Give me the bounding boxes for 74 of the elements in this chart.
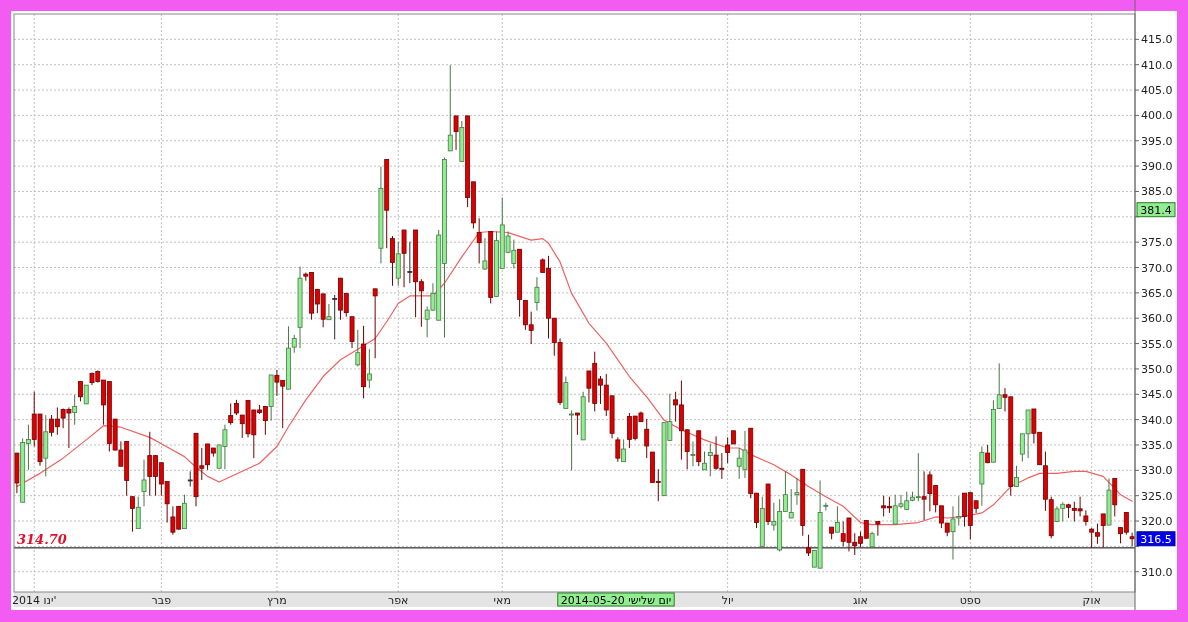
y-tick-label: 415.0 <box>1141 33 1173 47</box>
candlestick <box>130 496 135 533</box>
annotation: 381.4 <box>1140 203 1172 217</box>
candlestick <box>83 384 89 405</box>
y-tick-label: 400.0 <box>1141 109 1173 123</box>
candlestick <box>141 459 147 507</box>
candlestick <box>569 409 575 471</box>
candlestick <box>482 237 488 271</box>
y-tick-label: 385.0 <box>1141 185 1173 199</box>
x-tick-label: 2014 ינו' <box>12 594 57 607</box>
x-tick-label: פבר <box>151 594 172 607</box>
candlestick <box>407 241 413 284</box>
y-tick-label: 355.0 <box>1141 337 1173 351</box>
candlestick <box>390 235 395 287</box>
candlestick <box>228 402 234 426</box>
y-tick-label: 325.0 <box>1141 489 1173 503</box>
y-tick-label: 340.0 <box>1141 413 1173 427</box>
x-tick-label: אפר <box>388 594 409 607</box>
candlestick <box>372 288 378 359</box>
x-tick-label: מאי <box>493 594 511 607</box>
candlestick <box>707 442 713 477</box>
line-series <box>16 230 1133 526</box>
y-tick-label: 405.0 <box>1141 84 1173 98</box>
y-tick-label: 350.0 <box>1141 362 1173 376</box>
candlestick <box>78 381 83 402</box>
candlestick <box>621 438 627 463</box>
candlestick <box>690 440 696 467</box>
text: 2014-05-20 יום שלישי <box>560 594 672 607</box>
y-tick-label: 335.0 <box>1141 438 1173 452</box>
candlestick <box>355 329 361 367</box>
y-tick-label: 330.0 <box>1141 464 1173 478</box>
ref-line-label: 314.70 <box>17 531 67 547</box>
candlestick <box>135 496 141 530</box>
y-tick-label: 320.0 <box>1141 515 1173 529</box>
candlestick <box>834 505 840 533</box>
x-tick-label: מרץ <box>267 594 287 607</box>
candlestick <box>875 521 881 537</box>
y-tick-label: 365.0 <box>1141 286 1173 300</box>
y-tick-label: 370.0 <box>1141 261 1173 275</box>
y-tick-label: 390.0 <box>1141 160 1173 174</box>
candlestick <box>72 394 78 426</box>
candlestick <box>453 115 459 151</box>
candlestick <box>1083 509 1089 527</box>
candlestick <box>326 303 332 321</box>
candlestick <box>332 294 338 341</box>
y-tick-label: 395.0 <box>1141 134 1173 148</box>
candlestick <box>401 229 407 288</box>
y-tick-label: 360.0 <box>1141 312 1173 326</box>
candlestick <box>806 534 811 557</box>
x-tick-label: ספט <box>959 594 981 607</box>
y-tick-label: 345.0 <box>1141 388 1173 402</box>
candlestick <box>794 477 800 506</box>
candlestick <box>366 348 372 389</box>
y-tick-label: 310.0 <box>1141 565 1173 579</box>
candlestick <box>1129 532 1135 547</box>
annotation: 316.5 <box>1140 532 1172 546</box>
x-tick-label: יול <box>721 594 734 607</box>
candlestick <box>921 470 927 521</box>
x-tick-label: אוק <box>1082 594 1101 607</box>
candlestick <box>644 418 650 459</box>
candlestick <box>823 502 829 511</box>
x-tick-label: אוג <box>853 594 868 607</box>
candlestick <box>1100 513 1106 548</box>
candlestick <box>476 217 482 264</box>
candlestick <box>996 362 1002 409</box>
y-tick-label: 410.0 <box>1141 58 1173 72</box>
candlestick <box>788 488 794 519</box>
candlestick <box>534 276 540 312</box>
candlestick <box>615 436 621 463</box>
candlestick <box>1014 465 1019 488</box>
candlestick <box>447 64 453 152</box>
y-tick-label: 375.0 <box>1141 236 1173 250</box>
candlestick <box>702 451 707 471</box>
candlestick <box>574 412 580 436</box>
